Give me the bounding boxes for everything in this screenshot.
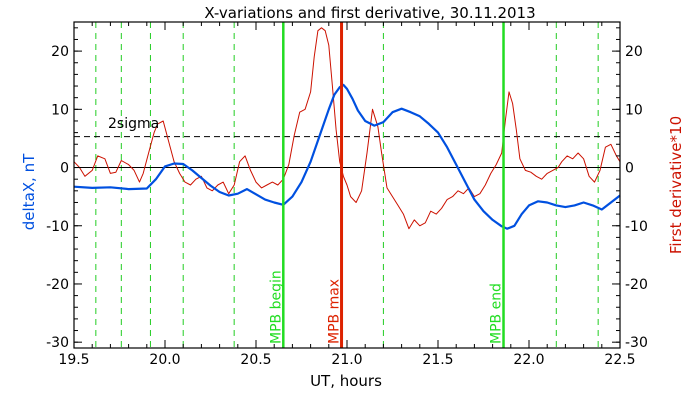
y-axis-label-left: deltaX, nT [20, 153, 38, 230]
y-tick-label-right: -30 [625, 335, 648, 351]
x-tick-label: 19.5 [58, 352, 89, 368]
mpb-end-label: MPB end [489, 283, 505, 344]
x-tick-label: 22.0 [513, 352, 544, 368]
y-tick-label-left: 0 [60, 161, 69, 177]
x-tick-label: 20.0 [149, 352, 180, 368]
y-axis-label-right: First derivative*10 [667, 116, 685, 254]
mpb-max-label: MPB max [327, 279, 343, 344]
mpb-begin-label: MPB begin [268, 270, 284, 344]
x-tick-label: 20.5 [240, 352, 271, 368]
series-layer [73, 27, 621, 230]
x-axis-label: UT, hours [310, 372, 382, 390]
y-tick-label-left: -20 [46, 277, 69, 293]
y-tick-label-right: -10 [625, 219, 648, 235]
x-tick-label: 21.0 [331, 352, 362, 368]
y-tick-label-left: -30 [46, 335, 69, 351]
y-tick-label-left: -10 [46, 219, 69, 235]
y-tick-label-right: -20 [625, 277, 648, 293]
x-tick-label: 21.5 [422, 352, 453, 368]
markers-layer: MPB begin MPB max MPB end [268, 22, 505, 348]
ticks-layer: 19.5 20.0 20.5 21.0 21.5 22.0 22.5-30 -30-20 -20… [46, 22, 648, 368]
deltax-line [73, 83, 621, 230]
y-tick-label-right: 20 [625, 44, 643, 60]
sigma-label: 2sigma [108, 116, 159, 132]
derivative-line [73, 27, 621, 230]
y-tick-label-left: 20 [51, 44, 69, 60]
chart-title: X-variations and first derivative, 30.11… [204, 4, 535, 22]
y-tick-label-left: 10 [51, 102, 69, 118]
x-tick-label: 22.5 [604, 352, 635, 368]
y-tick-label-right: 10 [625, 102, 643, 118]
y-tick-label-right: 0 [625, 161, 634, 177]
